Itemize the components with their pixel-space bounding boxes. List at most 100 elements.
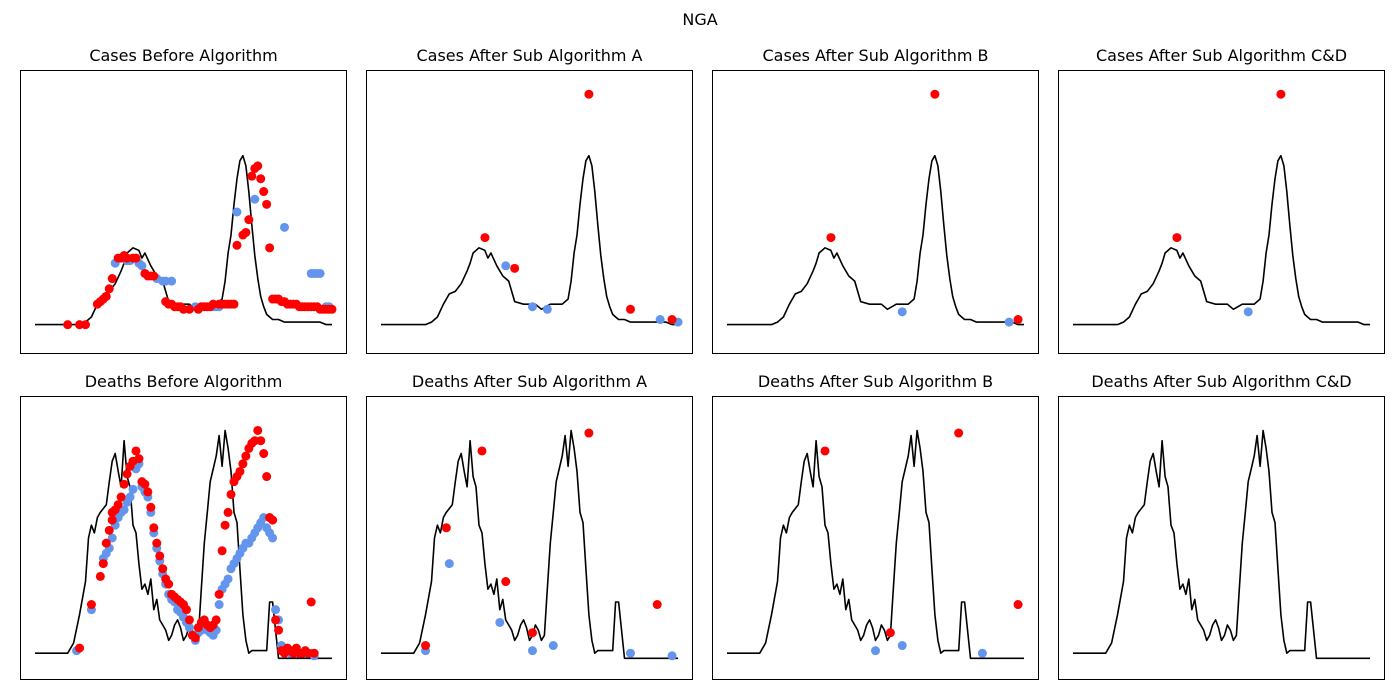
plot-deaths-before (20, 396, 347, 680)
peak-marker (214, 589, 224, 599)
peak-marker (131, 253, 141, 263)
peak-marker (107, 274, 117, 284)
series-line (381, 429, 678, 660)
peak-marker (101, 291, 111, 301)
trough-marker (548, 641, 558, 651)
plot-cases-b (712, 70, 1039, 354)
peak-marker (510, 263, 520, 273)
series-line (727, 429, 1024, 660)
peak-marker (625, 304, 635, 314)
chart-svg (1073, 429, 1370, 660)
panel-title-cases-before: Cases Before Algorithm (89, 46, 278, 65)
peak-marker (262, 472, 272, 482)
peak-marker (116, 492, 126, 502)
peak-marker (149, 523, 159, 533)
peak-marker (441, 523, 451, 533)
peak-marker (256, 436, 266, 446)
panel-title-cases-cd: Cases After Sub Algorithm C&D (1095, 46, 1348, 65)
peak-marker (107, 515, 117, 525)
peak-marker (80, 320, 90, 330)
trough-marker (250, 194, 260, 204)
peak-marker (217, 546, 227, 556)
panel-title-cases-a: Cases After Sub Algorithm A (416, 46, 643, 65)
series-line (727, 154, 1024, 326)
peak-marker (253, 161, 263, 171)
chart-svg (35, 425, 332, 661)
peak-marker (826, 233, 836, 243)
peak-marker (274, 625, 284, 635)
peak-marker (1172, 233, 1182, 243)
peak-marker (480, 233, 490, 243)
trough-marker (542, 304, 552, 314)
panel-title-deaths-cd: Deaths After Sub Algorithm C&D (1091, 372, 1352, 391)
trough-marker (271, 605, 281, 615)
peak-marker (271, 615, 281, 625)
trough-marker (667, 651, 677, 661)
plot-cases-cd (1058, 70, 1385, 354)
peak-marker (253, 425, 263, 435)
peak-marker (256, 174, 266, 184)
peak-marker (238, 459, 248, 469)
peak-marker (652, 600, 662, 610)
peak-marker (63, 320, 73, 330)
peak-marker (241, 451, 251, 461)
peak-marker (98, 559, 108, 569)
panel-title-deaths-before: Deaths Before Algorithm (84, 372, 283, 391)
peak-marker (104, 525, 114, 535)
peak-marker (122, 469, 132, 479)
peak-marker (134, 454, 144, 464)
peak-marker (86, 600, 96, 610)
plot-deaths-cd (1058, 396, 1385, 680)
peak-marker (146, 502, 156, 512)
peak-marker (211, 615, 221, 625)
trough-marker (871, 646, 880, 656)
trough-marker (527, 302, 537, 312)
panel-title-cases-b: Cases After Sub Algorithm B (762, 46, 989, 65)
peak-marker (954, 428, 964, 438)
trough-marker (315, 268, 325, 278)
trough-marker (107, 533, 117, 543)
plot-cases-before (20, 70, 347, 354)
peak-marker (158, 564, 168, 574)
peak-marker (667, 315, 677, 325)
chart-svg (381, 428, 678, 661)
trough-marker (1243, 307, 1253, 317)
trough-marker (268, 533, 278, 543)
series-line (1073, 154, 1370, 326)
peak-marker (104, 284, 114, 294)
trough-marker (897, 307, 907, 317)
peak-marker (501, 577, 511, 587)
peak-marker (262, 199, 272, 209)
peak-marker (527, 628, 537, 638)
peak-marker (119, 479, 129, 489)
peak-marker (327, 304, 337, 314)
peak-marker (244, 215, 254, 225)
plot-deaths-a (366, 396, 693, 680)
chart-svg (727, 89, 1024, 327)
chart-svg (1073, 89, 1370, 326)
trough-marker (167, 276, 177, 286)
trough-marker (125, 492, 135, 502)
peak-marker (220, 520, 230, 530)
peak-marker (309, 648, 319, 658)
trough-marker (625, 648, 635, 658)
chart-svg (35, 154, 337, 330)
peak-marker (164, 579, 174, 589)
peak-marker (268, 515, 278, 525)
peak-marker (131, 446, 141, 456)
trough-marker (444, 559, 454, 569)
peak-marker (143, 487, 153, 497)
peak-marker (1276, 89, 1286, 99)
peak-marker (584, 89, 594, 99)
peak-marker (265, 243, 275, 253)
peak-marker (229, 299, 239, 309)
trough-marker (223, 574, 233, 584)
peak-marker (101, 538, 111, 548)
series-line (1073, 429, 1370, 660)
peak-marker (235, 466, 245, 476)
panel-title-deaths-b: Deaths After Sub Algorithm B (757, 372, 994, 391)
trough-marker (128, 484, 138, 494)
peak-marker (152, 538, 162, 548)
peak-marker (140, 479, 150, 489)
peak-marker (421, 641, 431, 651)
